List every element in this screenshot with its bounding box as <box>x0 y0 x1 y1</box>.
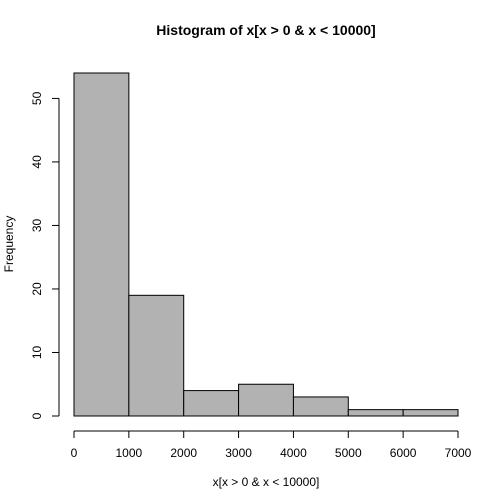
y-tick-label: 30 <box>30 218 44 232</box>
x-tick-label: 0 <box>71 446 78 460</box>
histogram-bar <box>402 409 459 417</box>
x-tick-label: 4000 <box>280 446 307 460</box>
y-axis: 0 10 20 30 40 50 <box>30 91 60 419</box>
y-axis-label: Frequency <box>2 216 16 273</box>
histogram-bar <box>73 72 130 417</box>
bars-group <box>73 72 459 417</box>
x-tick-label: 7000 <box>445 446 472 460</box>
y-tick-label: 10 <box>30 345 44 359</box>
x-tick-label: 5000 <box>335 446 362 460</box>
x-tick-label: 3000 <box>225 446 252 460</box>
y-tick-label: 50 <box>30 91 44 105</box>
histogram-bar <box>128 294 185 417</box>
y-tick-label: 40 <box>30 155 44 169</box>
histogram-bar <box>347 409 404 417</box>
x-tick-label: 1000 <box>116 446 143 460</box>
x-axis-label: x[x > 0 & x < 10000] <box>213 475 320 489</box>
histogram-bar <box>183 390 240 417</box>
y-tick-label: 20 <box>30 282 44 296</box>
histogram-bar <box>292 396 349 417</box>
y-tick-label: 0 <box>30 412 44 419</box>
histogram-bar <box>238 383 294 417</box>
x-axis: 0 1000 2000 3000 4000 5000 6000 7000 <box>71 430 472 460</box>
x-tick-label: 2000 <box>170 446 197 460</box>
chart-title: Histogram of x[x > 0 & x < 10000] <box>156 22 375 38</box>
x-tick-label: 6000 <box>390 446 417 460</box>
